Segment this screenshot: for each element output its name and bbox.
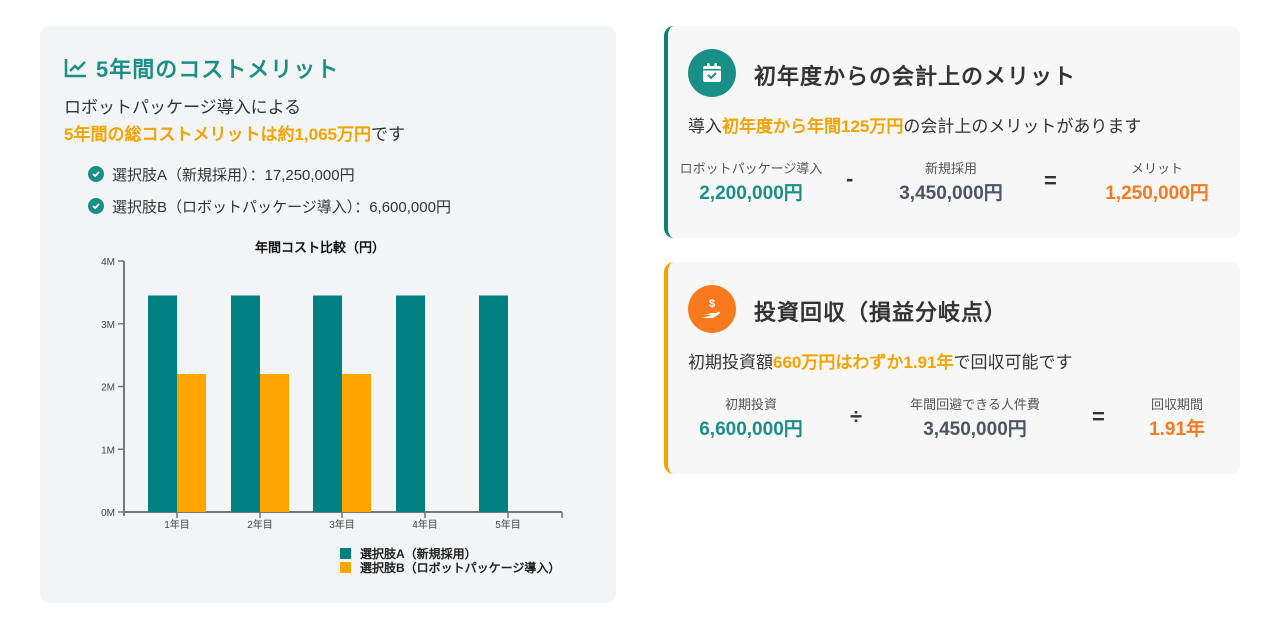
x-tick-label: 2年目 <box>247 518 273 531</box>
intro-line2: 5年間の総コストメリットは約1,065万円です <box>64 121 405 148</box>
calendar-check-icon <box>688 49 736 97</box>
y-tick-label: 3M <box>101 320 115 331</box>
svg-text:$: $ <box>709 298 715 310</box>
check-circle-icon <box>88 198 104 214</box>
legend-swatch <box>340 548 351 559</box>
chart-title: 年間コスト比較（円） <box>254 240 385 255</box>
bar-chart: 0M 1M 2M 3M 4M 1年目 2年目 3年目 4年目 5年目選択肢A（新規採用）選択肢B（… <box>101 257 563 575</box>
text-prefix: 初期投資額 <box>688 353 773 372</box>
bar[interactable] <box>342 373 371 512</box>
legend-swatch <box>340 562 351 573</box>
bar[interactable] <box>177 373 206 512</box>
formula-value: 6,600,000円 <box>699 419 803 440</box>
minus-operator: - <box>846 166 854 191</box>
bar[interactable] <box>260 373 289 512</box>
divide-operator: ÷ <box>850 404 863 429</box>
legend-label: 選択肢B（ロボットパッケージ導入） <box>360 560 560 575</box>
annual-cost-chart: 年間コスト比較（円） 0M 1M 2M 3M 4M 1年目 2年目 3年目 4年目 5年目選択肢A… <box>40 226 616 606</box>
payback-formula: 初期投資 6,600,000円 ÷ 年間回避できる人件費 3,450,000円 … <box>668 394 1240 454</box>
list-item: 選択肢B（ロボットパッケージ導入）：6,600,000円 <box>88 190 451 222</box>
intro-line1: ロボットパッケージ導入による <box>64 98 302 117</box>
formula-value: 1.91年 <box>1149 419 1205 440</box>
formula-annual-savings: 年間回避できる人件費 3,450,000円 <box>888 394 1062 441</box>
intro-highlight: 5年間の総コストメリットは約1,065万円 <box>64 125 371 144</box>
list-item: 選択肢A（新規採用）：17,250,000円 <box>88 158 451 190</box>
panel-title: 5年間のコストメリット <box>64 52 339 84</box>
text-highlight: 660万円はわずか1.91年 <box>773 353 954 372</box>
intro-text: ロボットパッケージ導入による 5年間の総コストメリットは約1,065万円です <box>64 94 405 148</box>
line-chart-icon <box>64 59 86 78</box>
formula-label: 新規採用 <box>924 161 977 176</box>
formula-value: 3,450,000円 <box>923 419 1027 440</box>
check-circle-icon <box>88 166 104 182</box>
bar[interactable] <box>231 295 260 512</box>
formula-value: 1,250,000円 <box>1105 183 1209 204</box>
panel-title-text: 5年間のコストメリット <box>96 57 340 82</box>
formula-label: 初期投資 <box>724 397 777 412</box>
formula-label: メリット <box>1130 161 1183 176</box>
y-tick-label: 2M <box>101 383 115 394</box>
merit-formula: ロボットパッケージ導入 2,200,000円 - 新規採用 3,450,000円… <box>668 158 1240 218</box>
equals-operator: = <box>1044 168 1057 193</box>
first-year-merit-card: 初年度からの会計上のメリット 導入初年度から年間125万円の会計上のメリットがあ… <box>664 26 1240 238</box>
card-title: 初年度からの会計上のメリット <box>754 64 1077 89</box>
x-tick-label: 3年目 <box>329 518 355 531</box>
formula-initial-investment: 初期投資 6,600,000円 <box>668 394 834 441</box>
option-b-label: 選択肢B（ロボットパッケージ導入）：6,600,000円 <box>112 198 451 216</box>
formula-value: 2,200,000円 <box>699 183 803 204</box>
formula-label: 年間回避できる人件費 <box>910 397 1040 412</box>
text-suffix: で回収可能です <box>953 353 1073 372</box>
formula-label: 回収期間 <box>1150 397 1203 412</box>
y-tick-label: 4M <box>101 257 115 268</box>
bar[interactable] <box>396 295 425 512</box>
y-tick-label: 0M <box>101 508 115 519</box>
option-list: 選択肢A（新規採用）：17,250,000円 選択肢B（ロボットパッケージ導入）… <box>88 158 451 222</box>
bar[interactable] <box>479 295 508 512</box>
legend-label: 選択肢A（新規採用） <box>360 546 477 561</box>
equals-operator: = <box>1092 404 1105 429</box>
text-prefix: 導入 <box>688 117 722 136</box>
formula-payback-period: 回収期間 1.91年 <box>1114 394 1240 441</box>
option-a-label: 選択肢A（新規採用）：17,250,000円 <box>112 166 355 184</box>
bar[interactable] <box>148 295 177 512</box>
x-tick-label: 5年目 <box>495 518 521 531</box>
text-highlight: 初年度から年間125万円 <box>722 117 904 136</box>
card-description: 初期投資額660万円はわずか1.91年で回収可能です <box>688 348 1072 373</box>
payback-card: $ 投資回収（損益分岐点） 初期投資額660万円はわずか1.91年で回収可能です… <box>664 262 1240 474</box>
formula-value: 3,450,000円 <box>899 183 1003 204</box>
text-suffix: の会計上のメリットがあります <box>903 117 1142 136</box>
formula-hire-cost: 新規採用 3,450,000円 <box>868 158 1034 205</box>
x-tick-label: 4年目 <box>412 518 438 531</box>
x-tick-label: 1年目 <box>164 518 190 531</box>
card-description: 導入初年度から年間125万円の会計上のメリットがあります <box>688 112 1141 137</box>
formula-label: ロボットパッケージ導入 <box>679 161 823 176</box>
formula-robot-cost: ロボットパッケージ導入 2,200,000円 <box>668 158 834 205</box>
bar[interactable] <box>313 295 342 512</box>
y-tick-label: 1M <box>101 445 115 456</box>
formula-merit: メリット 1,250,000円 <box>1074 158 1240 205</box>
cost-merit-panel: 5年間のコストメリット ロボットパッケージ導入による 5年間の総コストメリットは… <box>40 26 616 603</box>
intro-suffix: です <box>371 125 405 144</box>
card-title: 投資回収（損益分岐点） <box>754 300 1008 325</box>
hand-dollar-icon: $ <box>688 285 736 333</box>
